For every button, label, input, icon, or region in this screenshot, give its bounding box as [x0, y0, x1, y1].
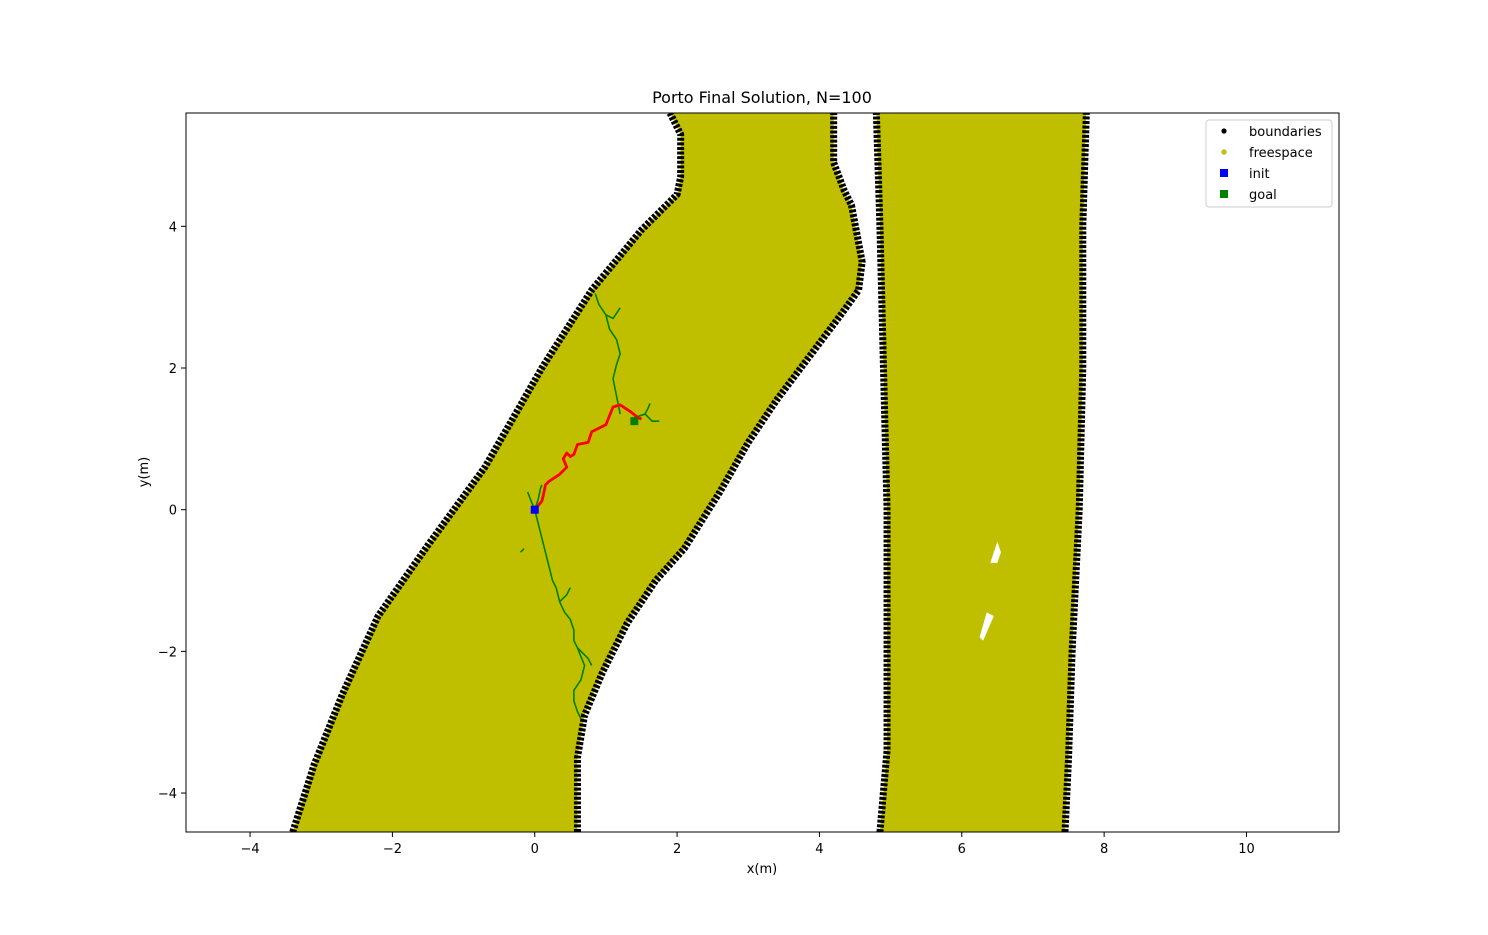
y-tick-label: 4	[169, 220, 177, 235]
legend-label-init: init	[1249, 167, 1270, 182]
legend-label-boundaries: boundaries	[1249, 125, 1322, 140]
x-tick-label: −2	[383, 842, 402, 857]
x-tick-label: 6	[958, 842, 966, 857]
init-marker	[530, 505, 539, 514]
x-tick-label: 10	[1238, 842, 1255, 857]
freespace-hole-0	[990, 541, 1001, 563]
tree-branch-10	[644, 403, 651, 415]
tree-branch-7	[594, 293, 621, 415]
boundary-left-lane-left	[289, 113, 685, 832]
tree-branch-2	[533, 509, 561, 602]
freespace-region-left-lane	[292, 113, 863, 832]
goal-marker	[630, 417, 639, 426]
y-axis: −4 −2 0 2 4	[158, 220, 186, 802]
x-tick-label: 8	[1100, 842, 1108, 857]
legend-marker-init	[1220, 169, 1228, 177]
y-tick-label: −2	[158, 645, 177, 660]
y-tick-label: 2	[169, 362, 177, 377]
x-axis-label: x(m)	[747, 862, 778, 877]
boundary-right-lane-left	[872, 113, 891, 832]
tree-branch-8	[605, 307, 621, 320]
x-tick-label: −4	[240, 842, 259, 857]
legend: boundaries freespace init goal	[1205, 119, 1333, 208]
tree-branch-4	[558, 601, 579, 649]
x-tick-label: 0	[531, 842, 539, 857]
tree-branch-6	[576, 647, 593, 666]
axes-frame	[185, 112, 1340, 833]
tree-branch-3	[559, 587, 572, 603]
plot-area	[289, 113, 1090, 832]
legend-marker-goal	[1220, 190, 1228, 198]
x-axis: −4 −2 0 2 4 6 8 10	[240, 832, 1255, 857]
boundary-left-lane-right	[573, 113, 866, 832]
x-tick-label: 2	[673, 842, 681, 857]
tree-branch-11	[519, 548, 525, 553]
tree-branch-9	[634, 413, 660, 422]
y-tick-label: −4	[158, 787, 177, 802]
chart-title: Porto Final Solution, N=100	[652, 88, 872, 107]
freespace-region-right-lane	[876, 113, 1087, 832]
y-tick-label: 0	[169, 504, 177, 519]
legend-marker-boundaries	[1221, 128, 1227, 134]
tree-branch-0	[533, 484, 543, 510]
boundary-right-lane-right	[1061, 113, 1090, 832]
legend-box	[1205, 119, 1333, 208]
plot-layer	[289, 113, 1090, 832]
solution-path	[533, 403, 643, 511]
tree-branch-5	[573, 647, 586, 720]
legend-marker-freespace	[1221, 149, 1227, 155]
freespace-hole-1	[979, 612, 994, 641]
legend-label-goal: goal	[1249, 188, 1277, 203]
legend-label-freespace: freespace	[1249, 146, 1313, 161]
x-tick-label: 4	[815, 842, 823, 857]
y-axis-label: y(m)	[137, 457, 152, 488]
